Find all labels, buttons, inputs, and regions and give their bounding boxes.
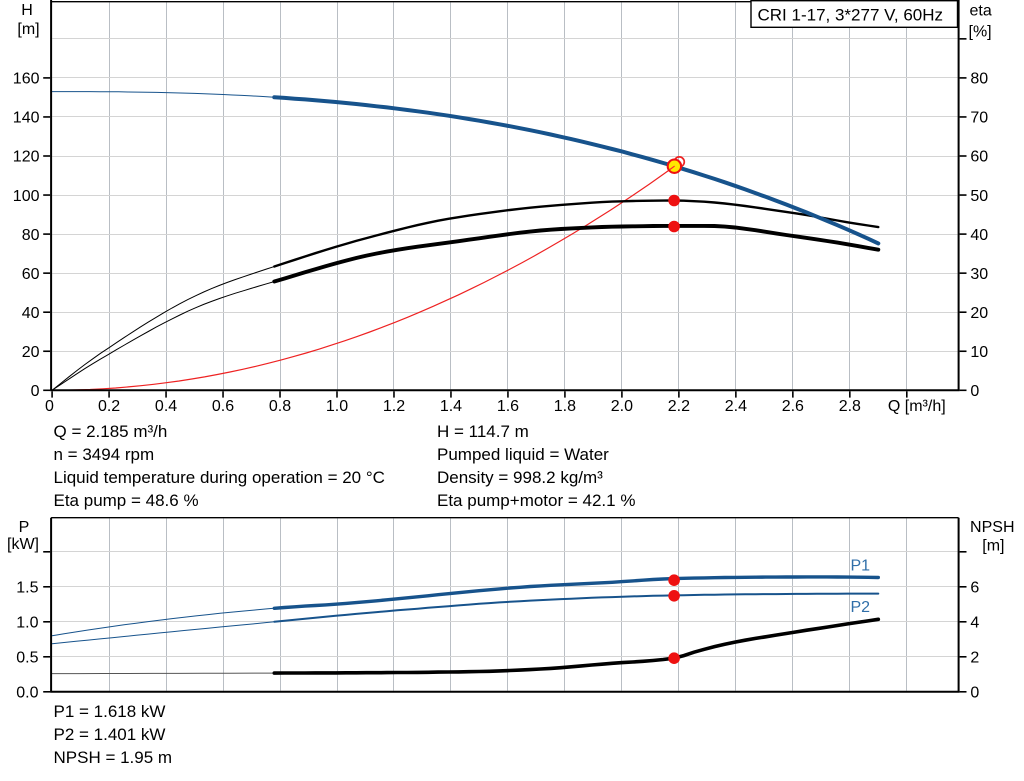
- svg-text:Q = 2.185 m³/h: Q = 2.185 m³/h: [54, 422, 168, 441]
- svg-text:0: 0: [970, 383, 979, 400]
- svg-text:120: 120: [13, 149, 40, 166]
- svg-text:40: 40: [22, 305, 40, 322]
- svg-text:4: 4: [970, 615, 979, 632]
- svg-text:P2: P2: [851, 599, 871, 616]
- svg-text:CRI 1-17, 3*277 V, 60Hz: CRI 1-17, 3*277 V, 60Hz: [758, 5, 944, 24]
- svg-text:P2 = 1.401 kW: P2 = 1.401 kW: [54, 725, 166, 744]
- svg-text:160: 160: [13, 71, 40, 88]
- svg-text:20: 20: [22, 344, 40, 361]
- svg-text:60: 60: [970, 149, 988, 166]
- svg-text:10: 10: [970, 344, 988, 361]
- svg-text:[kW]: [kW]: [7, 536, 39, 553]
- svg-text:Q [m³/h]: Q [m³/h]: [888, 398, 946, 415]
- svg-text:1.0: 1.0: [16, 615, 38, 632]
- svg-text:0.0: 0.0: [16, 685, 38, 702]
- svg-text:80: 80: [22, 227, 40, 244]
- svg-text:100: 100: [13, 188, 40, 205]
- svg-text:1.2: 1.2: [383, 398, 405, 415]
- svg-text:2.4: 2.4: [725, 398, 747, 415]
- svg-text:1.6: 1.6: [497, 398, 519, 415]
- svg-text:2.0: 2.0: [611, 398, 633, 415]
- svg-text:H = 114.7 m: H = 114.7 m: [437, 422, 529, 441]
- svg-text:2: 2: [970, 650, 979, 667]
- svg-text:50: 50: [970, 188, 988, 205]
- svg-text:0.6: 0.6: [212, 398, 234, 415]
- svg-text:eta: eta: [970, 3, 992, 20]
- svg-text:[m]: [m]: [982, 538, 1004, 555]
- svg-text:0.4: 0.4: [155, 398, 177, 415]
- svg-text:P1: P1: [851, 558, 871, 575]
- svg-text:P: P: [19, 519, 30, 536]
- svg-text:1.5: 1.5: [16, 580, 38, 597]
- svg-text:20: 20: [970, 305, 988, 322]
- svg-text:0: 0: [31, 383, 40, 400]
- svg-text:1.4: 1.4: [440, 398, 462, 415]
- svg-text:Density = 998.2 kg/m³: Density = 998.2 kg/m³: [437, 468, 603, 487]
- svg-text:n = 3494 rpm: n = 3494 rpm: [54, 445, 155, 464]
- svg-text:2.8: 2.8: [839, 398, 861, 415]
- svg-text:H: H: [21, 2, 33, 19]
- svg-text:60: 60: [22, 266, 40, 283]
- svg-text:Liquid temperature during oper: Liquid temperature during operation = 20…: [54, 468, 385, 487]
- svg-text:80: 80: [970, 71, 988, 88]
- svg-text:2.2: 2.2: [668, 398, 690, 415]
- svg-text:40: 40: [970, 227, 988, 244]
- svg-text:70: 70: [970, 110, 988, 127]
- svg-text:[%]: [%]: [969, 24, 992, 41]
- svg-text:0: 0: [970, 685, 979, 702]
- svg-text:Eta pump = 48.6 %: Eta pump = 48.6 %: [54, 491, 199, 510]
- svg-text:2.6: 2.6: [782, 398, 804, 415]
- svg-text:Pumped liquid = Water: Pumped liquid = Water: [437, 445, 609, 464]
- svg-text:30: 30: [970, 266, 988, 283]
- svg-text:[m]: [m]: [17, 21, 39, 38]
- svg-text:6: 6: [970, 580, 979, 597]
- svg-text:1.8: 1.8: [554, 398, 576, 415]
- svg-text:P1 = 1.618 kW: P1 = 1.618 kW: [54, 702, 166, 721]
- svg-text:NPSH = 1.95 m: NPSH = 1.95 m: [54, 748, 173, 767]
- svg-text:NPSH: NPSH: [970, 519, 1014, 536]
- svg-text:0.8: 0.8: [269, 398, 291, 415]
- svg-text:0.2: 0.2: [98, 398, 120, 415]
- svg-text:1.0: 1.0: [326, 398, 348, 415]
- svg-text:140: 140: [13, 110, 40, 127]
- svg-text:0.5: 0.5: [16, 650, 38, 667]
- svg-text:0: 0: [45, 398, 54, 415]
- svg-text:Eta pump+motor = 42.1 %: Eta pump+motor = 42.1 %: [437, 491, 635, 510]
